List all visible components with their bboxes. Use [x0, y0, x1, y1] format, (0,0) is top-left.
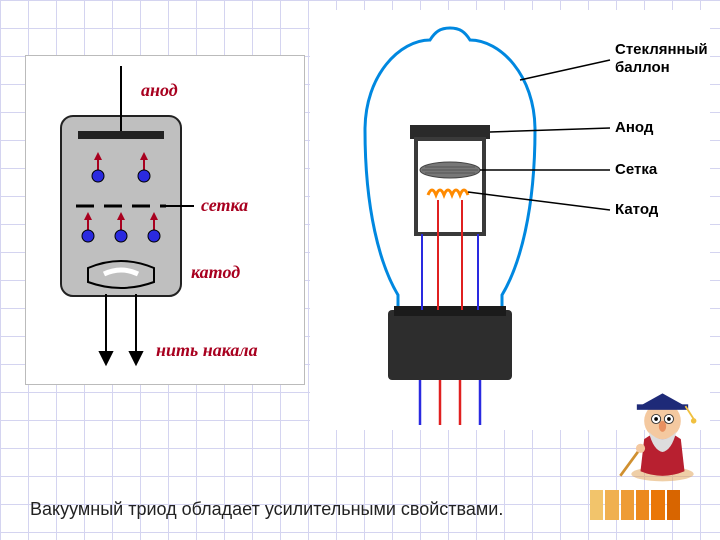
- cathode: [88, 261, 154, 288]
- bulb-leads: [420, 380, 480, 425]
- label-grid: сетка: [201, 195, 248, 215]
- filament-leads: [100, 294, 142, 364]
- bulb-base-lip: [394, 306, 506, 316]
- bulb-panel: Стеклянный баллон Анод Сетка Катод: [310, 10, 710, 430]
- filament-coil: [428, 190, 468, 195]
- schematic-panel: анод сетка катод нить накала: [25, 55, 305, 385]
- professor-mascot-icon: [615, 375, 710, 485]
- caption-text: Вакуумный триод обладает усилительными с…: [30, 499, 503, 520]
- triode-bulb: Стеклянный баллон Анод Сетка Катод: [310, 10, 710, 430]
- slide-frame: анод сетка катод нить накала: [0, 0, 720, 540]
- anode-cylinder: [410, 125, 490, 234]
- label-glass-bulb-l1: Стеклянный: [615, 41, 708, 58]
- label-anode: анод: [141, 80, 178, 100]
- bulb-base: [388, 310, 512, 380]
- corner-stripes: [590, 490, 680, 520]
- label-grid-r: Сетка: [615, 161, 658, 178]
- label-glass-bulb-l2: баллон: [615, 59, 670, 76]
- triode-schematic: анод сетка катод нить накала: [26, 56, 306, 386]
- label-filament: нить накала: [156, 340, 258, 360]
- label-anode-r: Анод: [615, 119, 654, 136]
- anode-plate: [78, 131, 164, 139]
- internal-wires: [422, 200, 478, 310]
- label-cathode-r: Катод: [615, 201, 659, 218]
- label-cathode: катод: [191, 262, 240, 282]
